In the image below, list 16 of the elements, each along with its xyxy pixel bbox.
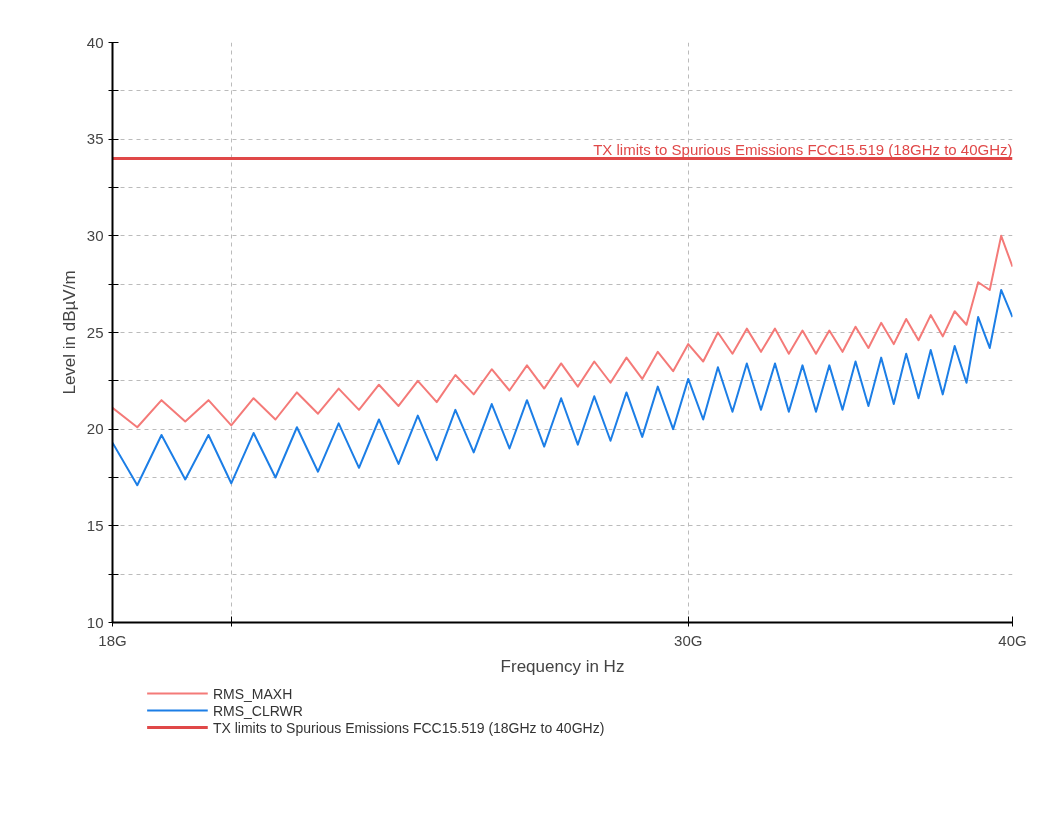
y-axis-title: Level in dBµV/m xyxy=(59,270,79,395)
text: TX limits to Spurious Emissions FCC15.519 (18GHz to 40GHz) xyxy=(212,719,605,736)
y-tick-label: 10 xyxy=(86,613,104,631)
y-tick-label: 35 xyxy=(86,130,104,148)
y-tick-label: 15 xyxy=(86,516,104,534)
ref-line-label: TX limits to Spurious Emissions FCC15.519 (18GHz to 40GHz) xyxy=(593,140,1013,158)
x-tick-label: 30G xyxy=(674,631,703,649)
y-tick-label: 30 xyxy=(86,226,104,244)
x-axis-title: Frequency in Hz xyxy=(500,656,625,676)
x-tick-label: 40G xyxy=(998,631,1027,649)
y-tick-label: 40 xyxy=(86,33,104,51)
y-tick-label: 20 xyxy=(86,420,104,438)
x-tick-label: 18G xyxy=(98,631,127,649)
legend-label: RMS_CLRWR xyxy=(212,702,303,719)
legend-label: RMS_MAXH xyxy=(212,685,293,702)
y-tick-label: 25 xyxy=(86,323,104,341)
